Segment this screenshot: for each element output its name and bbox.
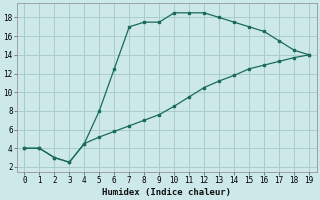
X-axis label: Humidex (Indice chaleur): Humidex (Indice chaleur) xyxy=(102,188,231,197)
